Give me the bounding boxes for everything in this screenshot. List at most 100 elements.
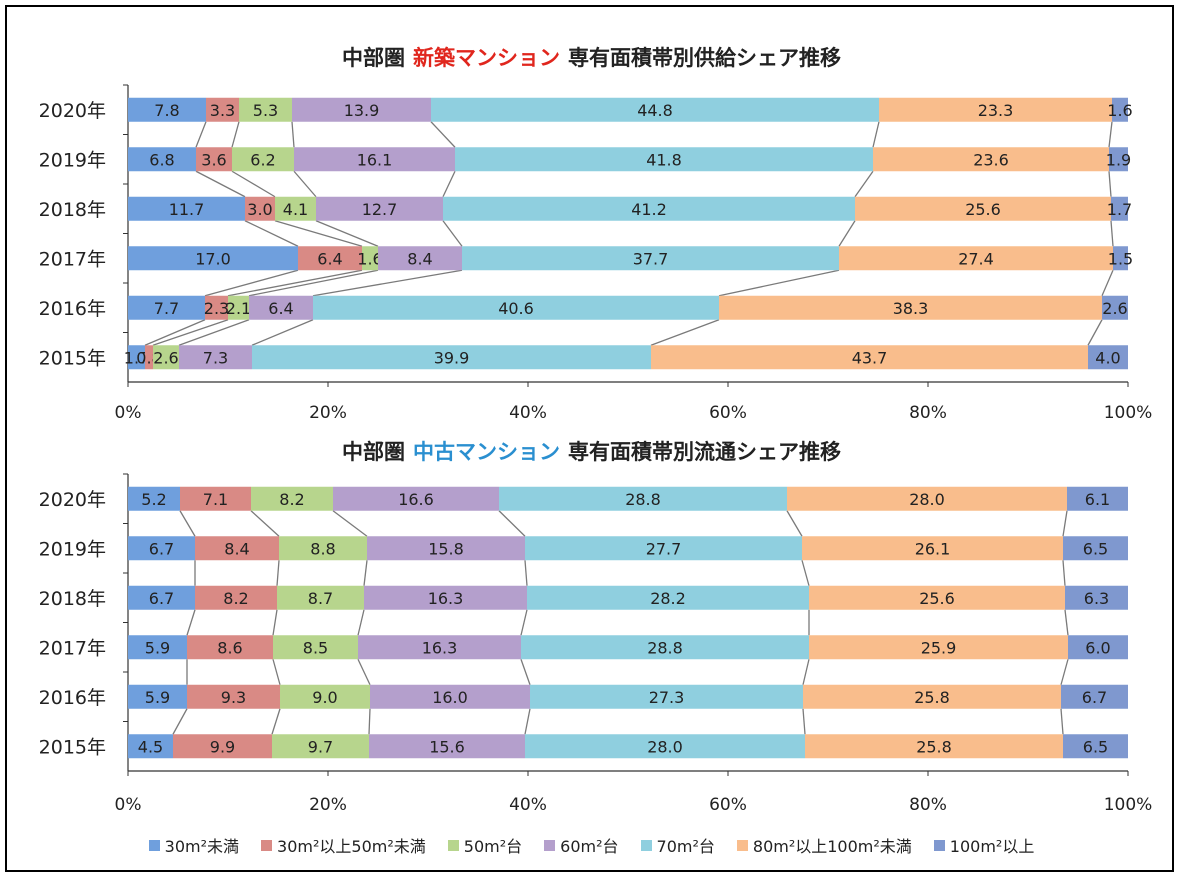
data-label: 1.5 [1108, 249, 1133, 268]
bar-segment [180, 486, 251, 511]
series-connector [231, 170, 276, 198]
bar-segment [362, 246, 378, 271]
bar-segment [128, 486, 180, 511]
data-label: 1.6 [357, 249, 382, 268]
bar-segment [294, 147, 455, 172]
data-label: 2.6 [1102, 299, 1127, 318]
series-connector [195, 121, 207, 148]
series-connector [293, 170, 317, 198]
bar-segment [298, 246, 362, 271]
data-label: 16.3 [428, 589, 464, 608]
data-label: 41.8 [646, 150, 682, 169]
legend-item: 80m²以上100m²未満 [736, 833, 912, 857]
bar-segment [277, 585, 364, 610]
data-label: 12.7 [362, 200, 398, 219]
bar-segment [173, 734, 272, 759]
series-connector [363, 560, 368, 586]
series-connector [272, 609, 278, 636]
legend-item: 50m²台 [447, 833, 522, 857]
bar-segment [128, 147, 196, 172]
series-connector [1101, 269, 1114, 297]
data-label: 6.7 [1082, 688, 1107, 707]
bar-segment [803, 684, 1061, 709]
data-label: 8.4 [224, 539, 249, 558]
data-label: 28.8 [647, 638, 683, 657]
series-connector [368, 708, 371, 735]
bar-segment [195, 585, 277, 610]
series-connector [442, 170, 456, 198]
x-tick-label: 0% [115, 403, 142, 423]
data-label: 2.1 [226, 299, 251, 318]
legend-swatch [736, 839, 748, 851]
series-connector [498, 510, 526, 537]
legend-swatch [933, 839, 945, 851]
bar-segment [879, 97, 1112, 122]
title-rest: 専有面積帯別供給シェア推移 [568, 46, 841, 70]
data-label: 16.3 [422, 638, 458, 657]
category-label: 2019年 [39, 538, 106, 560]
data-label: 25.6 [965, 200, 1001, 219]
data-label: 8.8 [310, 539, 335, 558]
bar-segment [1063, 536, 1128, 561]
bar-segment [275, 196, 316, 221]
title-highlight: 新築マンション [413, 46, 560, 70]
bar-segment [195, 536, 279, 561]
data-label: 27.3 [649, 688, 685, 707]
data-label: 9.3 [221, 688, 246, 707]
series-connector [178, 319, 250, 346]
x-tick-label: 40% [509, 795, 547, 815]
series-connector [195, 170, 246, 198]
data-label: 44.8 [637, 101, 673, 120]
bar-segment [1061, 684, 1128, 709]
bar-segment [1088, 345, 1128, 370]
data-label: 15.8 [428, 539, 464, 558]
bar-segment [1063, 734, 1128, 759]
data-label: 6.5 [1083, 539, 1108, 558]
series-connector [786, 510, 803, 537]
series-connector [251, 319, 314, 346]
data-label: 13.9 [344, 101, 380, 120]
data-label: 5.9 [145, 638, 170, 657]
series-connector [520, 659, 531, 685]
bar-segment [1102, 295, 1128, 320]
series-connector [271, 708, 281, 735]
x-tick-label: 40% [509, 403, 547, 423]
data-label: 28.0 [909, 490, 945, 509]
data-label: 6.2 [250, 150, 275, 169]
bar-segment [521, 635, 809, 660]
bar-segment [187, 684, 280, 709]
bar-segment [249, 295, 313, 320]
series-connector [231, 121, 240, 148]
category-label: 2019年 [39, 149, 106, 171]
data-label: 8.6 [217, 638, 242, 657]
data-label: 8.7 [308, 589, 333, 608]
bar-segment [802, 536, 1063, 561]
data-label: 38.3 [893, 299, 929, 318]
series-connector [186, 609, 196, 636]
data-label: 8.5 [303, 638, 328, 657]
bar-segment [316, 196, 443, 221]
bar-segment [530, 684, 803, 709]
category-label: 2017年 [39, 637, 106, 659]
legend-swatch [640, 839, 652, 851]
x-tick-label: 0% [115, 795, 142, 815]
data-label: 25.8 [916, 737, 952, 756]
legend-item: 100m²以上 [933, 833, 1034, 857]
bar-segment [187, 635, 273, 660]
x-tick-label: 20% [309, 795, 347, 815]
bar-segment [367, 536, 525, 561]
category-label: 2018年 [39, 199, 106, 221]
data-label: 25.9 [921, 638, 957, 657]
category-label: 2015年 [39, 736, 106, 758]
data-label: 37.7 [633, 249, 669, 268]
series-connector [179, 510, 196, 537]
bar-segment [1111, 196, 1128, 221]
series-connector [1087, 319, 1103, 346]
bar-segment [358, 635, 521, 660]
legend-swatch [447, 839, 459, 851]
bar-segment [196, 147, 232, 172]
bar-segment [462, 246, 839, 271]
bar-segment [1109, 147, 1128, 172]
category-label: 2015年 [39, 347, 106, 369]
title-rest: 専有面積帯別流通シェア推移 [568, 440, 841, 464]
